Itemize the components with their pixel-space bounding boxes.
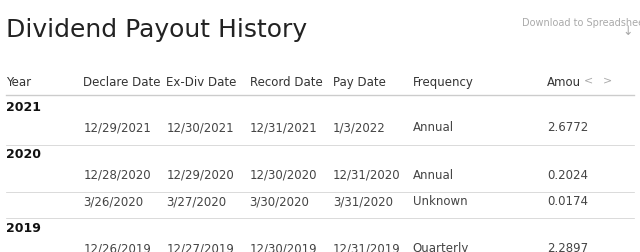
- Text: 12/30/2021: 12/30/2021: [166, 121, 234, 135]
- Text: 2020: 2020: [6, 148, 42, 161]
- Text: Declare Date: Declare Date: [83, 76, 161, 89]
- Text: 12/30/2020: 12/30/2020: [250, 169, 317, 182]
- Text: 1/3/2022: 1/3/2022: [333, 121, 385, 135]
- Text: Year: Year: [6, 76, 31, 89]
- Text: Dividend Payout History: Dividend Payout History: [6, 18, 308, 42]
- Text: 12/31/2021: 12/31/2021: [250, 121, 317, 135]
- Text: Annual: Annual: [413, 169, 454, 182]
- Text: 2021: 2021: [6, 101, 42, 114]
- Text: 12/31/2019: 12/31/2019: [333, 242, 401, 252]
- Text: 12/31/2020: 12/31/2020: [333, 169, 401, 182]
- Text: Annual: Annual: [413, 121, 454, 135]
- Text: 12/29/2020: 12/29/2020: [166, 169, 234, 182]
- Text: 12/26/2019: 12/26/2019: [83, 242, 151, 252]
- Text: Quarterly: Quarterly: [413, 242, 469, 252]
- Text: 3/30/2020: 3/30/2020: [250, 195, 310, 208]
- Text: 12/28/2020: 12/28/2020: [83, 169, 151, 182]
- Text: >: >: [603, 76, 612, 86]
- Text: 12/30/2019: 12/30/2019: [250, 242, 317, 252]
- Text: Download to Spreadsheet: Download to Spreadsheet: [522, 18, 640, 28]
- Text: 0.2024: 0.2024: [547, 169, 588, 182]
- Text: 3/26/2020: 3/26/2020: [83, 195, 143, 208]
- Text: 2.2897: 2.2897: [547, 242, 588, 252]
- Text: 12/29/2021: 12/29/2021: [83, 121, 151, 135]
- Text: 2.6772: 2.6772: [547, 121, 588, 135]
- Text: <: <: [584, 76, 593, 86]
- Text: Record Date: Record Date: [250, 76, 323, 89]
- Text: Unknown: Unknown: [413, 195, 467, 208]
- Text: Ex-Div Date: Ex-Div Date: [166, 76, 237, 89]
- Text: Pay Date: Pay Date: [333, 76, 386, 89]
- Text: Frequency: Frequency: [413, 76, 474, 89]
- Text: 3/31/2020: 3/31/2020: [333, 195, 393, 208]
- Text: 12/27/2019: 12/27/2019: [166, 242, 234, 252]
- Text: 2019: 2019: [6, 222, 41, 235]
- Text: 3/27/2020: 3/27/2020: [166, 195, 227, 208]
- Text: ↓: ↓: [622, 25, 632, 38]
- Text: 0.0174: 0.0174: [547, 195, 588, 208]
- Text: Amou: Amou: [547, 76, 581, 89]
